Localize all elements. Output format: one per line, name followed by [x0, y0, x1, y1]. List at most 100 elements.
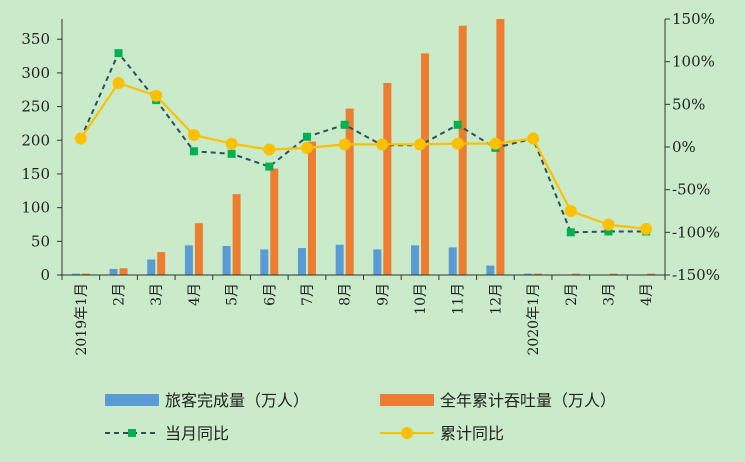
point	[451, 137, 464, 150]
point	[112, 77, 125, 89]
left-tick-label: 0	[40, 266, 50, 284]
legend-label: 累计同比	[440, 424, 504, 443]
x-tick-label: 10月	[413, 283, 429, 315]
x-tick-label: 11月	[451, 283, 467, 315]
left-tick-label: 150	[21, 165, 50, 183]
point	[489, 137, 502, 150]
bar	[147, 259, 156, 275]
x-tick-label: 2020年1月	[526, 283, 542, 356]
legend-swatch	[380, 394, 434, 406]
bar	[109, 268, 118, 275]
bar	[307, 141, 316, 275]
point	[376, 138, 389, 151]
legend-label: 旅客完成量（万人）	[165, 391, 309, 410]
right-tick-label: 0%	[672, 138, 696, 156]
legend-label: 全年累计吞吐量（万人）	[440, 391, 616, 410]
bar	[411, 245, 420, 275]
bar	[270, 168, 279, 275]
point	[453, 120, 462, 129]
bar	[496, 19, 505, 275]
left-tick-label: 100	[21, 199, 50, 217]
bar	[81, 273, 90, 275]
left-tick-label: 300	[21, 64, 50, 82]
bar	[232, 194, 241, 275]
legend-marker	[128, 429, 136, 437]
point	[564, 205, 577, 217]
point	[340, 120, 349, 129]
bar	[345, 108, 354, 275]
x-tick-label: 9月	[375, 283, 391, 306]
right-tick-label: -100%	[672, 223, 720, 241]
bar	[383, 83, 392, 275]
left-tick-label: 250	[21, 98, 50, 116]
legend-marker	[401, 427, 413, 439]
point	[187, 129, 200, 142]
series-line	[79, 51, 647, 234]
x-tick-label: 3月	[149, 283, 165, 306]
left-tick-label: 200	[21, 131, 50, 149]
bar	[609, 273, 618, 275]
bar	[157, 252, 166, 275]
point	[300, 141, 313, 154]
left-tick-label: 50	[31, 232, 50, 250]
bar	[524, 273, 533, 275]
bar	[373, 249, 382, 275]
x-tick-label: 6月	[262, 283, 278, 306]
bar	[260, 249, 269, 275]
point	[604, 227, 613, 236]
lines-layer	[74, 49, 653, 237]
point	[150, 89, 163, 102]
point	[414, 138, 427, 151]
point	[640, 222, 653, 235]
legend: 旅客完成量（万人） 全年累计吞吐量（万人） 当月同比 累计同比	[105, 391, 616, 443]
legend-swatch	[105, 394, 159, 406]
point	[566, 228, 575, 237]
left-tick-label: 350	[21, 30, 50, 48]
right-tick-label: -50%	[672, 181, 710, 199]
bar	[194, 223, 203, 275]
bar	[421, 53, 430, 275]
legend-label: 当月同比	[165, 424, 229, 443]
point	[602, 218, 615, 231]
bar	[448, 247, 457, 275]
x-tick-label: 4月	[639, 283, 655, 306]
x-tick-label: 5月	[225, 283, 241, 306]
point	[225, 137, 238, 150]
series-line	[79, 81, 647, 230]
right-tick-label: 150%	[672, 10, 715, 28]
x-tick-label: 8月	[338, 283, 354, 306]
point	[227, 149, 236, 158]
bar	[486, 265, 495, 275]
bar	[571, 273, 580, 275]
bar	[458, 25, 467, 275]
right-tick-label: 100%	[672, 53, 715, 71]
point	[189, 147, 198, 156]
right-tick-label: -150%	[672, 266, 720, 284]
point	[114, 49, 123, 58]
bar	[647, 273, 656, 275]
x-tick-label: 7月	[300, 283, 316, 306]
bar	[297, 248, 306, 275]
point	[302, 132, 311, 141]
bar	[184, 245, 193, 275]
x-tick-label: 3月	[601, 283, 617, 306]
point	[265, 162, 274, 171]
x-tick-label: 12月	[488, 283, 504, 315]
point	[263, 143, 276, 156]
x-tick-label: 4月	[187, 283, 203, 306]
point	[74, 132, 87, 145]
bar	[534, 273, 543, 275]
bar	[119, 268, 128, 275]
x-tick-label: 2019年1月	[74, 283, 90, 356]
point	[527, 132, 540, 145]
x-tick-label: 2月	[564, 283, 580, 306]
x-tick-label: 2月	[112, 283, 128, 306]
point	[338, 138, 351, 151]
bar	[335, 244, 344, 275]
right-tick-label: 50%	[672, 95, 705, 113]
axes-layer: 0 50 100 150 200 250 300 350 -150% -100% -50% 0% 50%…	[21, 10, 720, 356]
bars-layer	[71, 19, 656, 276]
bar	[222, 246, 231, 275]
